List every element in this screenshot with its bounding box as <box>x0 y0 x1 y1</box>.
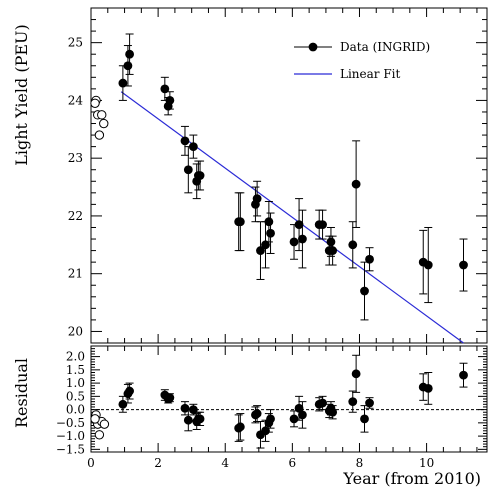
top-panel: 20 21 22 23 24 25 <box>68 7 488 344</box>
residual-y-tick-label: −1.5 <box>56 442 85 456</box>
top-data-marker <box>289 237 299 247</box>
residual-axis-label: Residual <box>12 358 31 428</box>
top-data-marker <box>160 84 170 94</box>
residual-data-marker <box>266 414 275 424</box>
residual-panel: −1.5−1.0−0.50.00.51.01.52.0 0 2 4 6 8 10 <box>56 345 488 470</box>
residual-data-marker <box>165 393 175 403</box>
residual-data-marker <box>125 386 134 396</box>
residual-y-tick-label: 2.0 <box>66 350 85 364</box>
legend: Data (INGRID) Linear Fit <box>294 40 430 81</box>
y-tick-label: 21 <box>68 267 83 281</box>
top-data-marker <box>328 246 338 255</box>
top-data-marker <box>118 78 128 88</box>
residual-open-marker <box>90 414 100 424</box>
residual-data-marker <box>252 409 262 418</box>
x-tick-label: 10 <box>419 456 434 470</box>
residual-data-marker <box>351 369 361 379</box>
x-tick-label: 8 <box>356 456 364 470</box>
residual-data-marker <box>195 414 205 424</box>
top-open-marker <box>99 118 109 129</box>
residual-data-marker <box>180 403 190 413</box>
top-data-marker <box>256 246 265 255</box>
residual-y-tick-label: 0.5 <box>66 389 85 403</box>
legend-data-label: Data (INGRID) <box>340 40 430 54</box>
top-data-marker <box>459 260 468 270</box>
residual-data-marker <box>294 403 304 413</box>
top-data-marker <box>326 237 336 247</box>
y-axis-label: Light Yield (PEU) <box>12 24 31 166</box>
top-open-marker <box>97 110 107 120</box>
residual-data-marker <box>235 422 245 432</box>
top-data-marker <box>252 194 262 204</box>
residual-data-marker <box>423 384 433 393</box>
y-tick-label: 23 <box>68 151 83 165</box>
top-data-marker <box>365 254 374 264</box>
top-open-marker <box>90 98 100 109</box>
y-tick-label: 24 <box>68 93 84 107</box>
residual-y-tick-label: −0.5 <box>56 416 85 430</box>
residual-data-marker <box>360 414 369 424</box>
linear-fit-line <box>120 91 464 344</box>
x-axis-label: Year (from 2010) <box>342 469 481 488</box>
legend-fit-label: Linear Fit <box>340 67 401 81</box>
top-data-marker <box>423 260 433 270</box>
residual-open-marker <box>94 430 105 440</box>
residual-data-marker <box>459 370 468 380</box>
top-data-marker <box>298 234 307 244</box>
top-data-marker <box>183 165 193 175</box>
top-data-marker <box>123 61 133 71</box>
x-tick-label: 0 <box>87 456 95 470</box>
top-open-marker <box>94 130 105 140</box>
residual-data-marker <box>183 415 193 425</box>
top-data-marker <box>264 217 274 227</box>
top-data-marker <box>235 217 245 227</box>
y-tick-label: 25 <box>68 36 83 50</box>
residual-data-marker <box>298 410 307 420</box>
top-data-marker <box>180 136 190 146</box>
top-data-marker <box>351 179 361 189</box>
top-data-marker <box>125 49 134 59</box>
top-data-marker <box>348 240 358 250</box>
residual-plot-frame <box>90 345 488 453</box>
residual-y-tick-label: 1.5 <box>66 363 85 377</box>
top-data-marker <box>266 228 275 238</box>
residual-y-tick-label: −1.0 <box>56 429 85 443</box>
residual-data-marker <box>118 399 128 409</box>
top-data-marker <box>294 220 304 229</box>
residual-data-marker <box>318 398 327 408</box>
y-tick-label: 20 <box>68 324 83 338</box>
x-tick-label: 2 <box>154 456 162 470</box>
legend-data-marker <box>308 42 318 52</box>
top-data-marker <box>195 171 205 180</box>
residual-data-marker <box>365 398 374 408</box>
y-tick-label: 22 <box>68 209 83 223</box>
x-tick-label: 4 <box>221 456 229 470</box>
residual-y-tick-label: 1.0 <box>66 376 85 390</box>
top-data-marker <box>318 220 327 229</box>
top-data-marker <box>165 96 175 105</box>
top-plot-frame <box>90 7 488 344</box>
top-data-marker <box>360 286 369 296</box>
residual-data-marker <box>348 397 358 407</box>
residual-data-marker <box>289 414 299 424</box>
residual-y-tick-label: 0.0 <box>66 403 85 417</box>
x-tick-label: 6 <box>289 456 297 470</box>
top-data-marker <box>188 142 198 152</box>
residual-data-marker <box>328 407 338 417</box>
residual-open-marker <box>99 419 110 429</box>
top-data-marker <box>261 240 270 250</box>
